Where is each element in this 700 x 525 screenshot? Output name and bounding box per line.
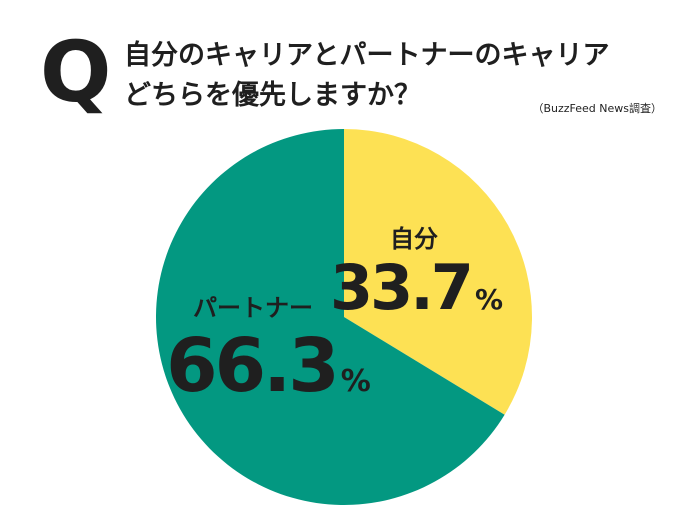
pie-slice-self	[344, 129, 532, 415]
source-note: （BuzzFeed News調査）	[532, 102, 662, 115]
slice-label-partner: パートナー	[193, 294, 313, 322]
slice-value-self: 33.7%	[330, 251, 503, 324]
slice-label-self: 自分	[390, 225, 438, 253]
slice-value-number-partner: 66.3	[166, 323, 337, 409]
slice-value-unit-partner: %	[341, 364, 371, 399]
slice-value-partner: 66.3%	[166, 323, 371, 409]
pie-slice-partner	[155, 129, 505, 506]
question-text: 自分のキャリアとパートナーのキャリア どちらを優先しますか？	[124, 36, 609, 116]
question-line-1: 自分のキャリアとパートナーのキャリア	[124, 40, 610, 71]
question-line-2: どちらを優先しますか？	[124, 80, 421, 111]
q-mark: Q	[40, 23, 112, 121]
slice-value-unit-self: %	[475, 283, 503, 316]
slice-value-number-self: 33.7	[330, 251, 471, 324]
